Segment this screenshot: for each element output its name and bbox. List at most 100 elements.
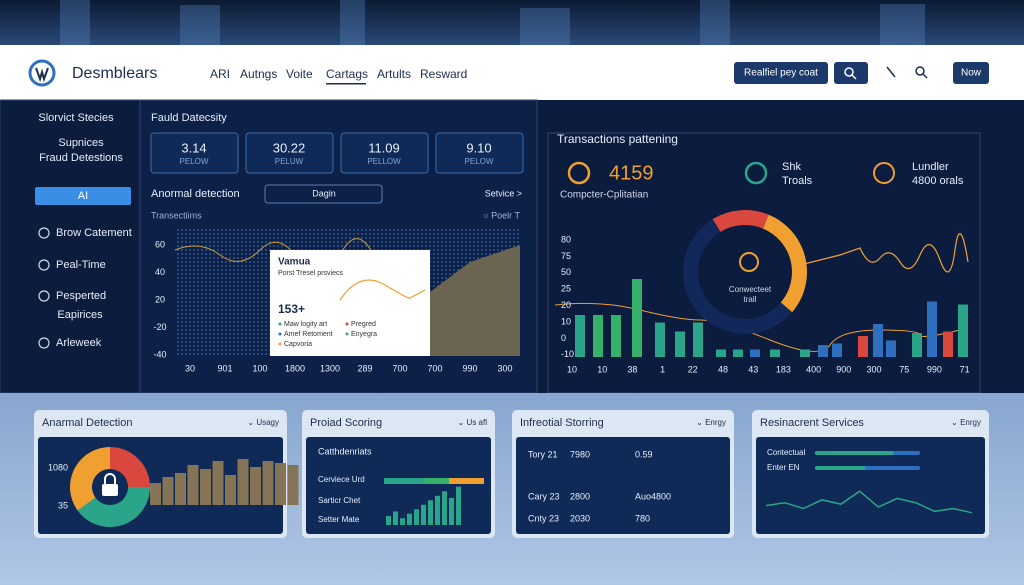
x-tick-label: 900 bbox=[836, 364, 851, 374]
menu-icon bbox=[38, 259, 50, 271]
card-menu[interactable]: ⌄ Enrgy bbox=[696, 418, 726, 427]
menu-item[interactable]: Eapirices bbox=[57, 309, 103, 321]
x-tick-label: 400 bbox=[806, 364, 821, 374]
x-tick-label: 1 bbox=[660, 364, 665, 374]
donut-segment bbox=[69, 447, 110, 511]
x-tick-label: 183 bbox=[776, 364, 791, 374]
label: Setter Mate bbox=[318, 515, 360, 524]
card-title: Infreotial Storring bbox=[520, 417, 604, 429]
search-button[interactable] bbox=[834, 62, 868, 84]
nav-underline bbox=[326, 83, 366, 85]
x-tick-label: 22 bbox=[688, 364, 698, 374]
now-button[interactable] bbox=[953, 62, 989, 84]
sidebar-title: Slorvict Stecies bbox=[38, 112, 114, 124]
line bbox=[765, 490, 973, 514]
card-title: Resinacrent Services bbox=[760, 417, 864, 429]
pattern-squiggle bbox=[799, 233, 969, 273]
y-tick-label: 75 bbox=[561, 251, 571, 261]
label: Catthdenriats bbox=[318, 446, 372, 456]
bar bbox=[958, 304, 968, 357]
bar bbox=[200, 469, 211, 505]
bar bbox=[428, 500, 433, 525]
bar bbox=[287, 465, 299, 505]
kpi-icon bbox=[873, 162, 895, 184]
bar bbox=[225, 475, 236, 505]
legend-entry: Capvoria bbox=[284, 341, 312, 348]
menu-item[interactable]: Pesperted bbox=[56, 290, 106, 302]
card-menu[interactable]: ⌄ Enrgy bbox=[951, 418, 981, 427]
legend-dot bbox=[278, 322, 282, 326]
bar bbox=[770, 349, 780, 357]
label: Fraud Detestions bbox=[39, 152, 123, 164]
ai-button[interactable] bbox=[35, 187, 131, 205]
label: Lundler bbox=[912, 161, 949, 173]
label: Porst Tresel prsviecs bbox=[278, 270, 343, 277]
bar bbox=[943, 331, 953, 357]
bar bbox=[414, 509, 419, 525]
progress-bar bbox=[815, 451, 894, 455]
label: Vamua bbox=[278, 257, 311, 268]
label: Supnices bbox=[58, 137, 104, 149]
x-tick-label: 300 bbox=[497, 363, 512, 373]
label: Tory 21 bbox=[528, 449, 558, 459]
icon-slash[interactable] bbox=[886, 66, 896, 78]
label: 7980 bbox=[570, 449, 590, 459]
label: Fauld Datecsity bbox=[151, 112, 227, 124]
bar bbox=[435, 495, 440, 525]
stat-label: PELOW bbox=[180, 157, 209, 166]
menu-item[interactable]: Arleweek bbox=[56, 337, 102, 349]
search-icon bbox=[922, 73, 928, 79]
bar bbox=[750, 349, 760, 357]
stat-label: PELOW bbox=[465, 157, 494, 166]
link[interactable]: Setvice > bbox=[485, 188, 522, 198]
menu-item[interactable]: Peal-Time bbox=[56, 259, 106, 271]
y-tick-label: 60 bbox=[155, 239, 165, 249]
label: 4800 orals bbox=[912, 175, 964, 187]
card-menu[interactable]: ⌄ Usagy bbox=[247, 418, 279, 427]
x-tick-label: 901 bbox=[217, 363, 232, 373]
nav-item[interactable]: Artults bbox=[377, 67, 411, 81]
nav-item[interactable]: Autngs bbox=[240, 67, 277, 81]
donut-segment bbox=[77, 487, 150, 527]
label: 153+ bbox=[278, 302, 305, 316]
search-icon[interactable] bbox=[915, 66, 925, 76]
legend-entry: Pregred bbox=[351, 321, 376, 328]
label: Enter EN bbox=[767, 463, 800, 472]
primary-button[interactable] bbox=[734, 62, 828, 84]
bar bbox=[886, 340, 896, 357]
logo-mark bbox=[35, 67, 49, 83]
label: Shk bbox=[782, 161, 801, 173]
bar bbox=[575, 315, 585, 357]
y-tick-label: 40 bbox=[155, 267, 165, 277]
stat-value: 9.10 bbox=[466, 140, 491, 155]
nav-item[interactable]: ARI bbox=[210, 67, 230, 81]
bar bbox=[400, 518, 405, 525]
stat-value: 11.09 bbox=[368, 140, 400, 155]
nav-item[interactable]: Resward bbox=[420, 67, 467, 81]
popup bbox=[270, 250, 430, 356]
x-tick-label: 1800 bbox=[285, 363, 305, 373]
label: ○ Poelr T bbox=[483, 210, 520, 220]
area-shape bbox=[430, 245, 520, 356]
bar bbox=[187, 465, 199, 505]
bar bbox=[912, 333, 922, 357]
stat-card bbox=[435, 132, 524, 174]
button-label: Now bbox=[961, 68, 982, 79]
dagin-button[interactable] bbox=[264, 184, 383, 204]
bar bbox=[832, 343, 842, 357]
y-tick-label: -10 bbox=[561, 349, 574, 359]
card-menu[interactable]: ⌄ Us afl bbox=[458, 418, 488, 427]
nav-item[interactable]: Cartags bbox=[326, 67, 368, 81]
legend-entry: Enyegra bbox=[351, 331, 377, 338]
bar bbox=[733, 349, 743, 357]
x-tick-label: 38 bbox=[627, 364, 637, 374]
y-tick-label: 20 bbox=[155, 294, 165, 304]
x-tick-label: 75 bbox=[899, 364, 909, 374]
menu-item[interactable]: Brow Catement bbox=[56, 227, 132, 239]
nav-item[interactable]: Voite bbox=[286, 67, 313, 81]
lock-icon bbox=[104, 473, 116, 484]
bar bbox=[456, 486, 461, 525]
x-tick-label: 48 bbox=[718, 364, 728, 374]
bar bbox=[858, 336, 868, 357]
stat-card bbox=[245, 132, 334, 174]
